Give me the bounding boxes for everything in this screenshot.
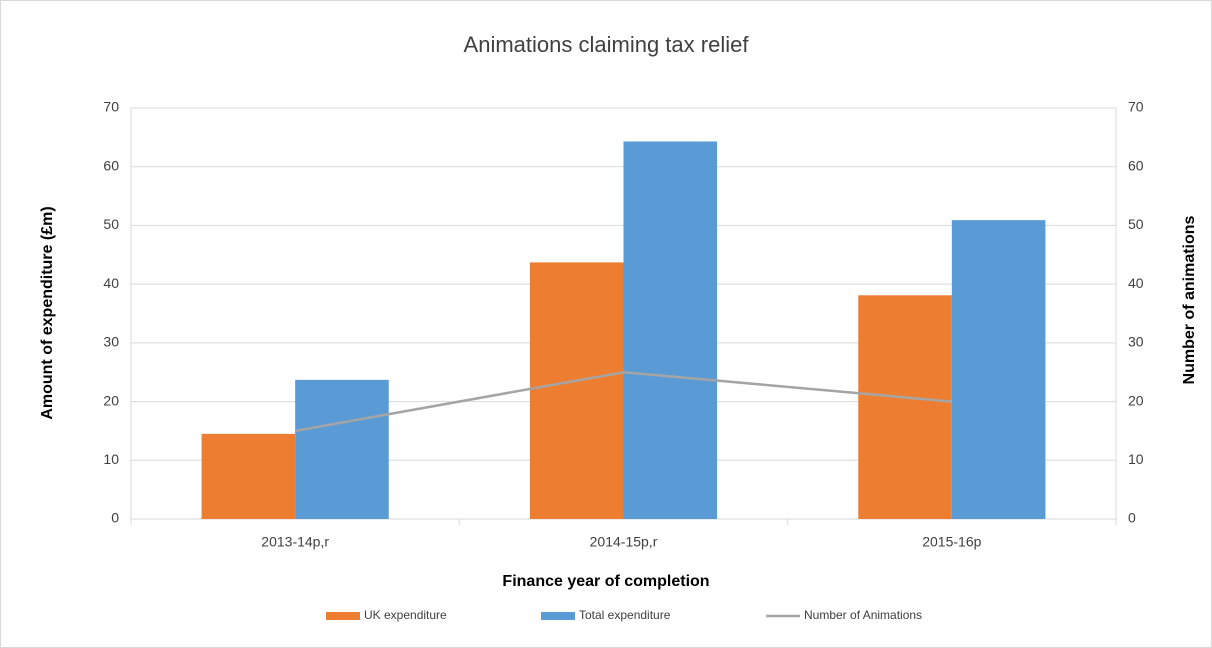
- bar: [201, 433, 296, 519]
- legend-swatch: [541, 612, 575, 620]
- x-tick-label: 2013-14p,r: [261, 534, 329, 550]
- y-tick-label: 10: [103, 451, 119, 467]
- bar: [295, 379, 389, 519]
- bar: [623, 141, 718, 519]
- legend-swatch: [326, 612, 360, 620]
- legend-label: UK expenditure: [364, 608, 447, 622]
- y2-tick-label: 30: [1128, 334, 1144, 350]
- y-tick-label: 60: [103, 157, 119, 173]
- y2-tick-label: 0: [1128, 510, 1136, 526]
- bar: [858, 295, 952, 519]
- bar: [951, 220, 1046, 519]
- y2-tick-label: 60: [1128, 157, 1144, 173]
- y2-tick-label: 50: [1128, 216, 1144, 232]
- y2-tick-label: 70: [1128, 99, 1144, 115]
- y-tick-label: 70: [103, 99, 119, 115]
- x-axis-title: Finance year of completion: [502, 573, 709, 590]
- chart-title: Animations claiming tax relief: [464, 32, 750, 57]
- x-tick-label: 2014-15p,r: [590, 534, 658, 550]
- y2-tick-label: 10: [1128, 451, 1144, 467]
- legend-label: Number of Animations: [804, 608, 922, 622]
- line: [294, 370, 952, 433]
- y-tick-label: 50: [103, 216, 119, 232]
- y-axis-title: Amount of expenditure (£m): [39, 206, 56, 419]
- y-tick-label: 30: [103, 334, 119, 350]
- x-tick-label: 2015-16p: [922, 534, 981, 550]
- y2-tick-label: 20: [1128, 392, 1144, 408]
- bar: [529, 262, 624, 519]
- y2-tick-label: 40: [1128, 275, 1144, 291]
- y2-axis-title: Number of animations: [1181, 215, 1198, 384]
- legend-label: Total expenditure: [579, 608, 671, 622]
- y-tick-label: 40: [103, 275, 119, 291]
- y-tick-label: 0: [111, 510, 119, 526]
- y-tick-label: 20: [103, 392, 119, 408]
